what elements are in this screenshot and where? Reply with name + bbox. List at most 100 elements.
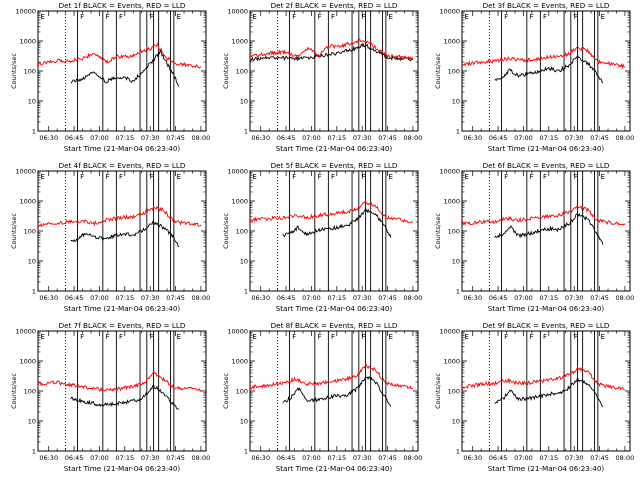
detector-plot-2: Det 2f BLACK = Events, RED = LLD Counts/s…	[222, 1, 422, 153]
chart-title: Det 9f BLACK = Events, RED = LLD	[483, 321, 610, 330]
attenuator-flag: F	[149, 13, 153, 21]
x-axis-label: Start Time (21-Mar-04 06:23:40)	[276, 304, 393, 313]
events-series-line	[494, 377, 604, 408]
attenuator-flag: F	[318, 173, 322, 181]
x-tick-label: 06:45	[277, 134, 296, 142]
y-tick-label: 10000	[15, 168, 36, 176]
attenuator-flag: F	[331, 333, 335, 341]
attenuator-flag: E	[177, 13, 181, 21]
events-series-line	[70, 383, 179, 410]
attenuator-flag: F	[530, 173, 534, 181]
x-tick-label: 06:30	[251, 134, 270, 142]
x-tick-label: 06:30	[251, 294, 270, 302]
y-tick-label: 1	[32, 288, 36, 296]
y-tick-label: 10	[28, 98, 36, 106]
x-tick-label: 07:45	[166, 294, 185, 302]
attenuator-flag: E	[40, 333, 44, 341]
x-tick-label: 07:30	[565, 454, 584, 462]
x-tick-label: 07:45	[166, 454, 185, 462]
attenuator-flag: E	[601, 333, 605, 341]
x-tick-label: 06:45	[65, 294, 84, 302]
attenuator-flag: F	[331, 173, 335, 181]
y-tick-label: 1	[244, 288, 248, 296]
x-tick-label: 07:15	[115, 454, 134, 462]
y-axis-label: Counts/sec	[434, 213, 442, 249]
events-series-line	[494, 54, 604, 84]
y-tick-label: 10	[240, 98, 248, 106]
attenuator-flag: E	[464, 173, 468, 181]
y-tick-label: 10	[452, 258, 460, 266]
x-tick-label: 07:00	[514, 134, 533, 142]
lld-series-line	[38, 371, 202, 393]
y-tick-label: 10	[28, 418, 36, 426]
x-tick-label: 07:00	[514, 294, 533, 302]
plot-frame	[37, 330, 207, 452]
y-axis-label: Counts/sec	[10, 373, 18, 409]
x-axis-label: Start Time (21-Mar-04 06:23:40)	[64, 464, 181, 473]
attenuator-flag: F	[543, 173, 547, 181]
x-axis-label: Start Time (21-Mar-04 06:23:40)	[276, 464, 393, 473]
y-axis-label: Counts/sec	[10, 213, 18, 249]
attenuator-flag: E	[177, 173, 181, 181]
lld-series-line	[38, 42, 202, 69]
x-axis-label: Start Time (21-Mar-04 06:23:40)	[64, 304, 181, 313]
x-tick-label: 06:45	[489, 134, 508, 142]
x-tick-label: 07:45	[590, 134, 609, 142]
x-tick-label: 07:15	[539, 134, 558, 142]
y-tick-label: 100	[236, 228, 248, 236]
x-tick-label: 07:30	[353, 294, 372, 302]
detector-plot-8: Det 8f BLACK = Events, RED = LLD Counts/s…	[222, 321, 422, 473]
detector-plot-6: Det 6f BLACK = Events, RED = LLD Counts/s…	[434, 161, 634, 313]
attenuator-flag: F	[80, 333, 84, 341]
y-tick-label: 10000	[15, 328, 36, 336]
x-axis-label: Start Time (21-Mar-04 06:23:40)	[276, 144, 393, 153]
x-tick-label: 08:00	[192, 134, 211, 142]
attenuator-flag: F	[106, 13, 110, 21]
chart-title: Det 8f BLACK = Events, RED = LLD	[271, 321, 398, 330]
x-tick-label: 07:15	[327, 454, 346, 462]
detector-plot-7: Det 7f BLACK = Events, RED = LLD Counts/s…	[10, 321, 210, 473]
y-tick-label: 100	[236, 68, 248, 76]
y-tick-label: 10	[28, 258, 36, 266]
attenuator-flag: E	[177, 333, 181, 341]
chart-title: Det 1f BLACK = Events, RED = LLD	[59, 1, 186, 10]
x-tick-label: 06:45	[489, 454, 508, 462]
plot-frame	[249, 330, 419, 452]
y-tick-label: 1000	[443, 358, 460, 366]
y-tick-label: 1000	[443, 38, 460, 46]
x-tick-label: 07:00	[302, 454, 321, 462]
x-tick-label: 07:00	[302, 134, 321, 142]
attenuator-flag: F	[331, 13, 335, 21]
chart-title: Det 2f BLACK = Events, RED = LLD	[271, 1, 398, 10]
y-tick-label: 1000	[443, 198, 460, 206]
y-axis-label: Counts/sec	[434, 53, 442, 89]
x-tick-label: 06:45	[489, 294, 508, 302]
x-tick-label: 07:30	[141, 134, 160, 142]
x-axis-label: Start Time (21-Mar-04 06:23:40)	[64, 144, 181, 153]
y-tick-label: 1	[244, 128, 248, 136]
y-tick-label: 1000	[19, 198, 36, 206]
x-tick-label: 06:30	[39, 294, 58, 302]
plot-frame	[461, 10, 631, 132]
attenuator-flag: F	[119, 173, 123, 181]
attenuator-flag: F	[573, 173, 577, 181]
plot-frame	[249, 10, 419, 132]
x-tick-label: 07:45	[590, 294, 609, 302]
x-tick-label: 06:45	[277, 454, 296, 462]
plot-frame	[249, 170, 419, 292]
attenuator-flag: E	[252, 13, 256, 21]
attenuator-flag: F	[504, 333, 508, 341]
x-tick-label: 07:00	[514, 454, 533, 462]
attenuator-flag: E	[40, 173, 44, 181]
x-tick-label: 08:00	[192, 454, 211, 462]
attenuator-flag: F	[530, 333, 534, 341]
y-tick-label: 1	[456, 448, 460, 456]
x-axis-label: Start Time (21-Mar-04 06:23:40)	[488, 464, 605, 473]
x-tick-label: 07:30	[353, 134, 372, 142]
x-tick-label: 06:30	[39, 454, 58, 462]
y-axis-label: Counts/sec	[222, 213, 230, 249]
attenuator-flag: F	[119, 13, 123, 21]
chart-title: Det 5f BLACK = Events, RED = LLD	[271, 161, 398, 170]
attenuator-flag: F	[292, 173, 296, 181]
plot-frame	[37, 170, 207, 292]
